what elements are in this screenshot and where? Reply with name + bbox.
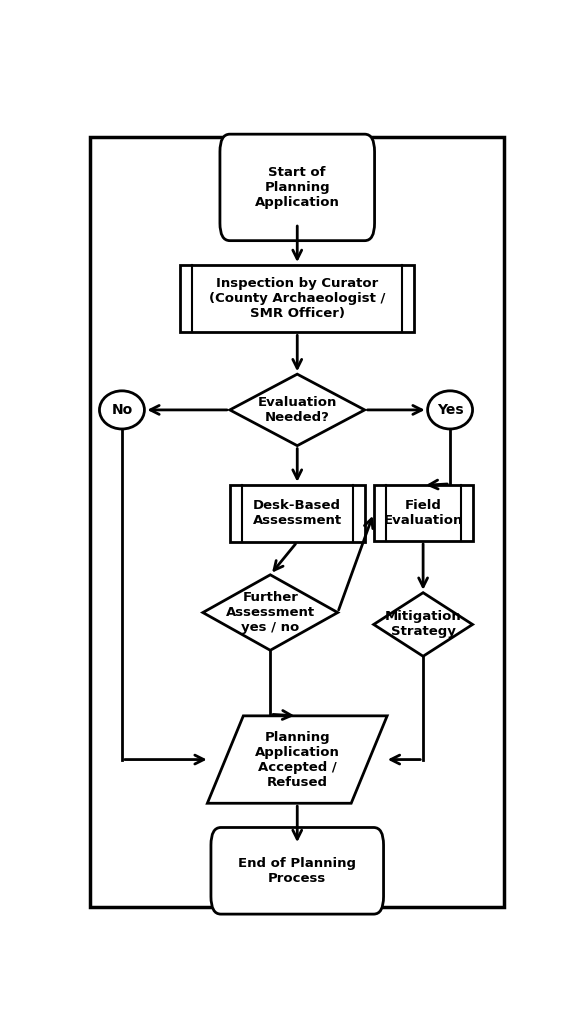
Text: Further
Assessment
yes / no: Further Assessment yes / no [226,591,315,634]
Text: Mitigation
Strategy: Mitigation Strategy [385,611,462,639]
Ellipse shape [427,391,473,429]
Text: Desk-Based
Assessment: Desk-Based Assessment [253,499,342,527]
Text: Start of
Planning
Application: Start of Planning Application [255,166,340,208]
Text: End of Planning
Process: End of Planning Process [238,857,356,884]
Text: Inspection by Curator
(County Archaeologist /
SMR Officer): Inspection by Curator (County Archaeolog… [209,278,386,320]
Bar [180,265,414,332]
Text: Planning
Application
Accepted /
Refused: Planning Application Accepted / Refused [255,731,340,788]
Bar [230,485,365,542]
Polygon shape [230,375,365,446]
Polygon shape [203,575,338,650]
Text: Yes: Yes [437,402,463,417]
Text: No: No [111,402,133,417]
Polygon shape [208,716,387,803]
Text: Field
Evaluation: Field Evaluation [383,499,463,527]
Text: Evaluation
Needed?: Evaluation Needed? [258,396,337,424]
Polygon shape [374,592,473,656]
Ellipse shape [100,391,144,429]
FancyBboxPatch shape [211,828,383,914]
Bar [374,485,473,541]
FancyBboxPatch shape [220,134,375,240]
